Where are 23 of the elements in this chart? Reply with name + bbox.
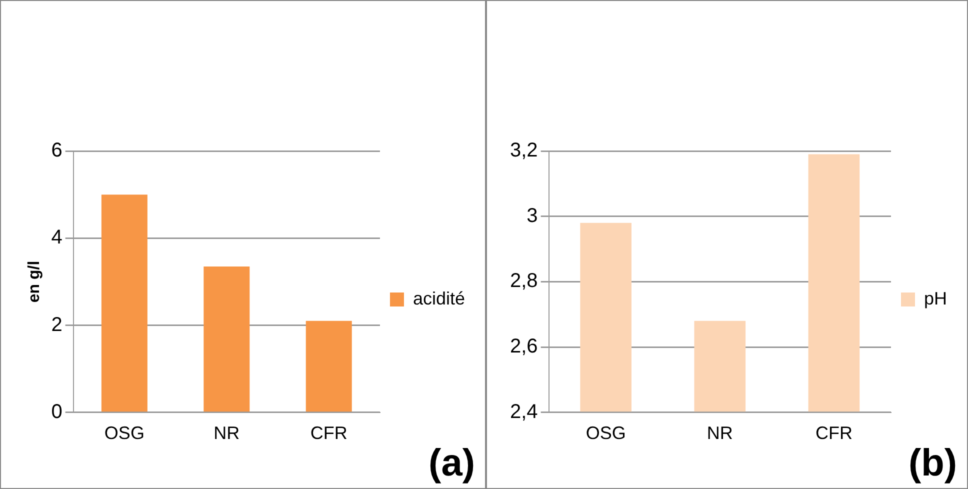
y-tick-label: 2 — [51, 314, 62, 336]
x-tick-label: CFR — [310, 423, 348, 444]
y-tick-label: 2,6 — [510, 336, 538, 358]
y-tick-label: 4 — [51, 226, 62, 249]
x-tick-label: OSG — [586, 423, 626, 444]
y-tick-label: 2,8 — [510, 270, 538, 292]
bar — [204, 266, 250, 412]
y-tick-label: 3 — [526, 204, 538, 227]
legend-label: pH — [924, 288, 948, 308]
x-tick-label: NR — [706, 423, 733, 444]
y-tick-label: 0 — [51, 400, 62, 423]
y-tick-label: 6 — [51, 140, 62, 162]
y-tick-label: 3,2 — [510, 140, 538, 162]
bar — [101, 194, 148, 412]
bar — [306, 320, 352, 412]
x-tick-label: NR — [214, 423, 240, 444]
x-tick-label: OSG — [104, 423, 144, 444]
y-tick-label: 2,4 — [510, 400, 538, 423]
y-axis-title: en g/l — [26, 260, 44, 303]
x-tick-label: CFR — [815, 423, 852, 444]
text: (a) — [428, 442, 475, 484]
text: (b) — [908, 442, 957, 484]
legend-label: acidité — [412, 288, 465, 308]
